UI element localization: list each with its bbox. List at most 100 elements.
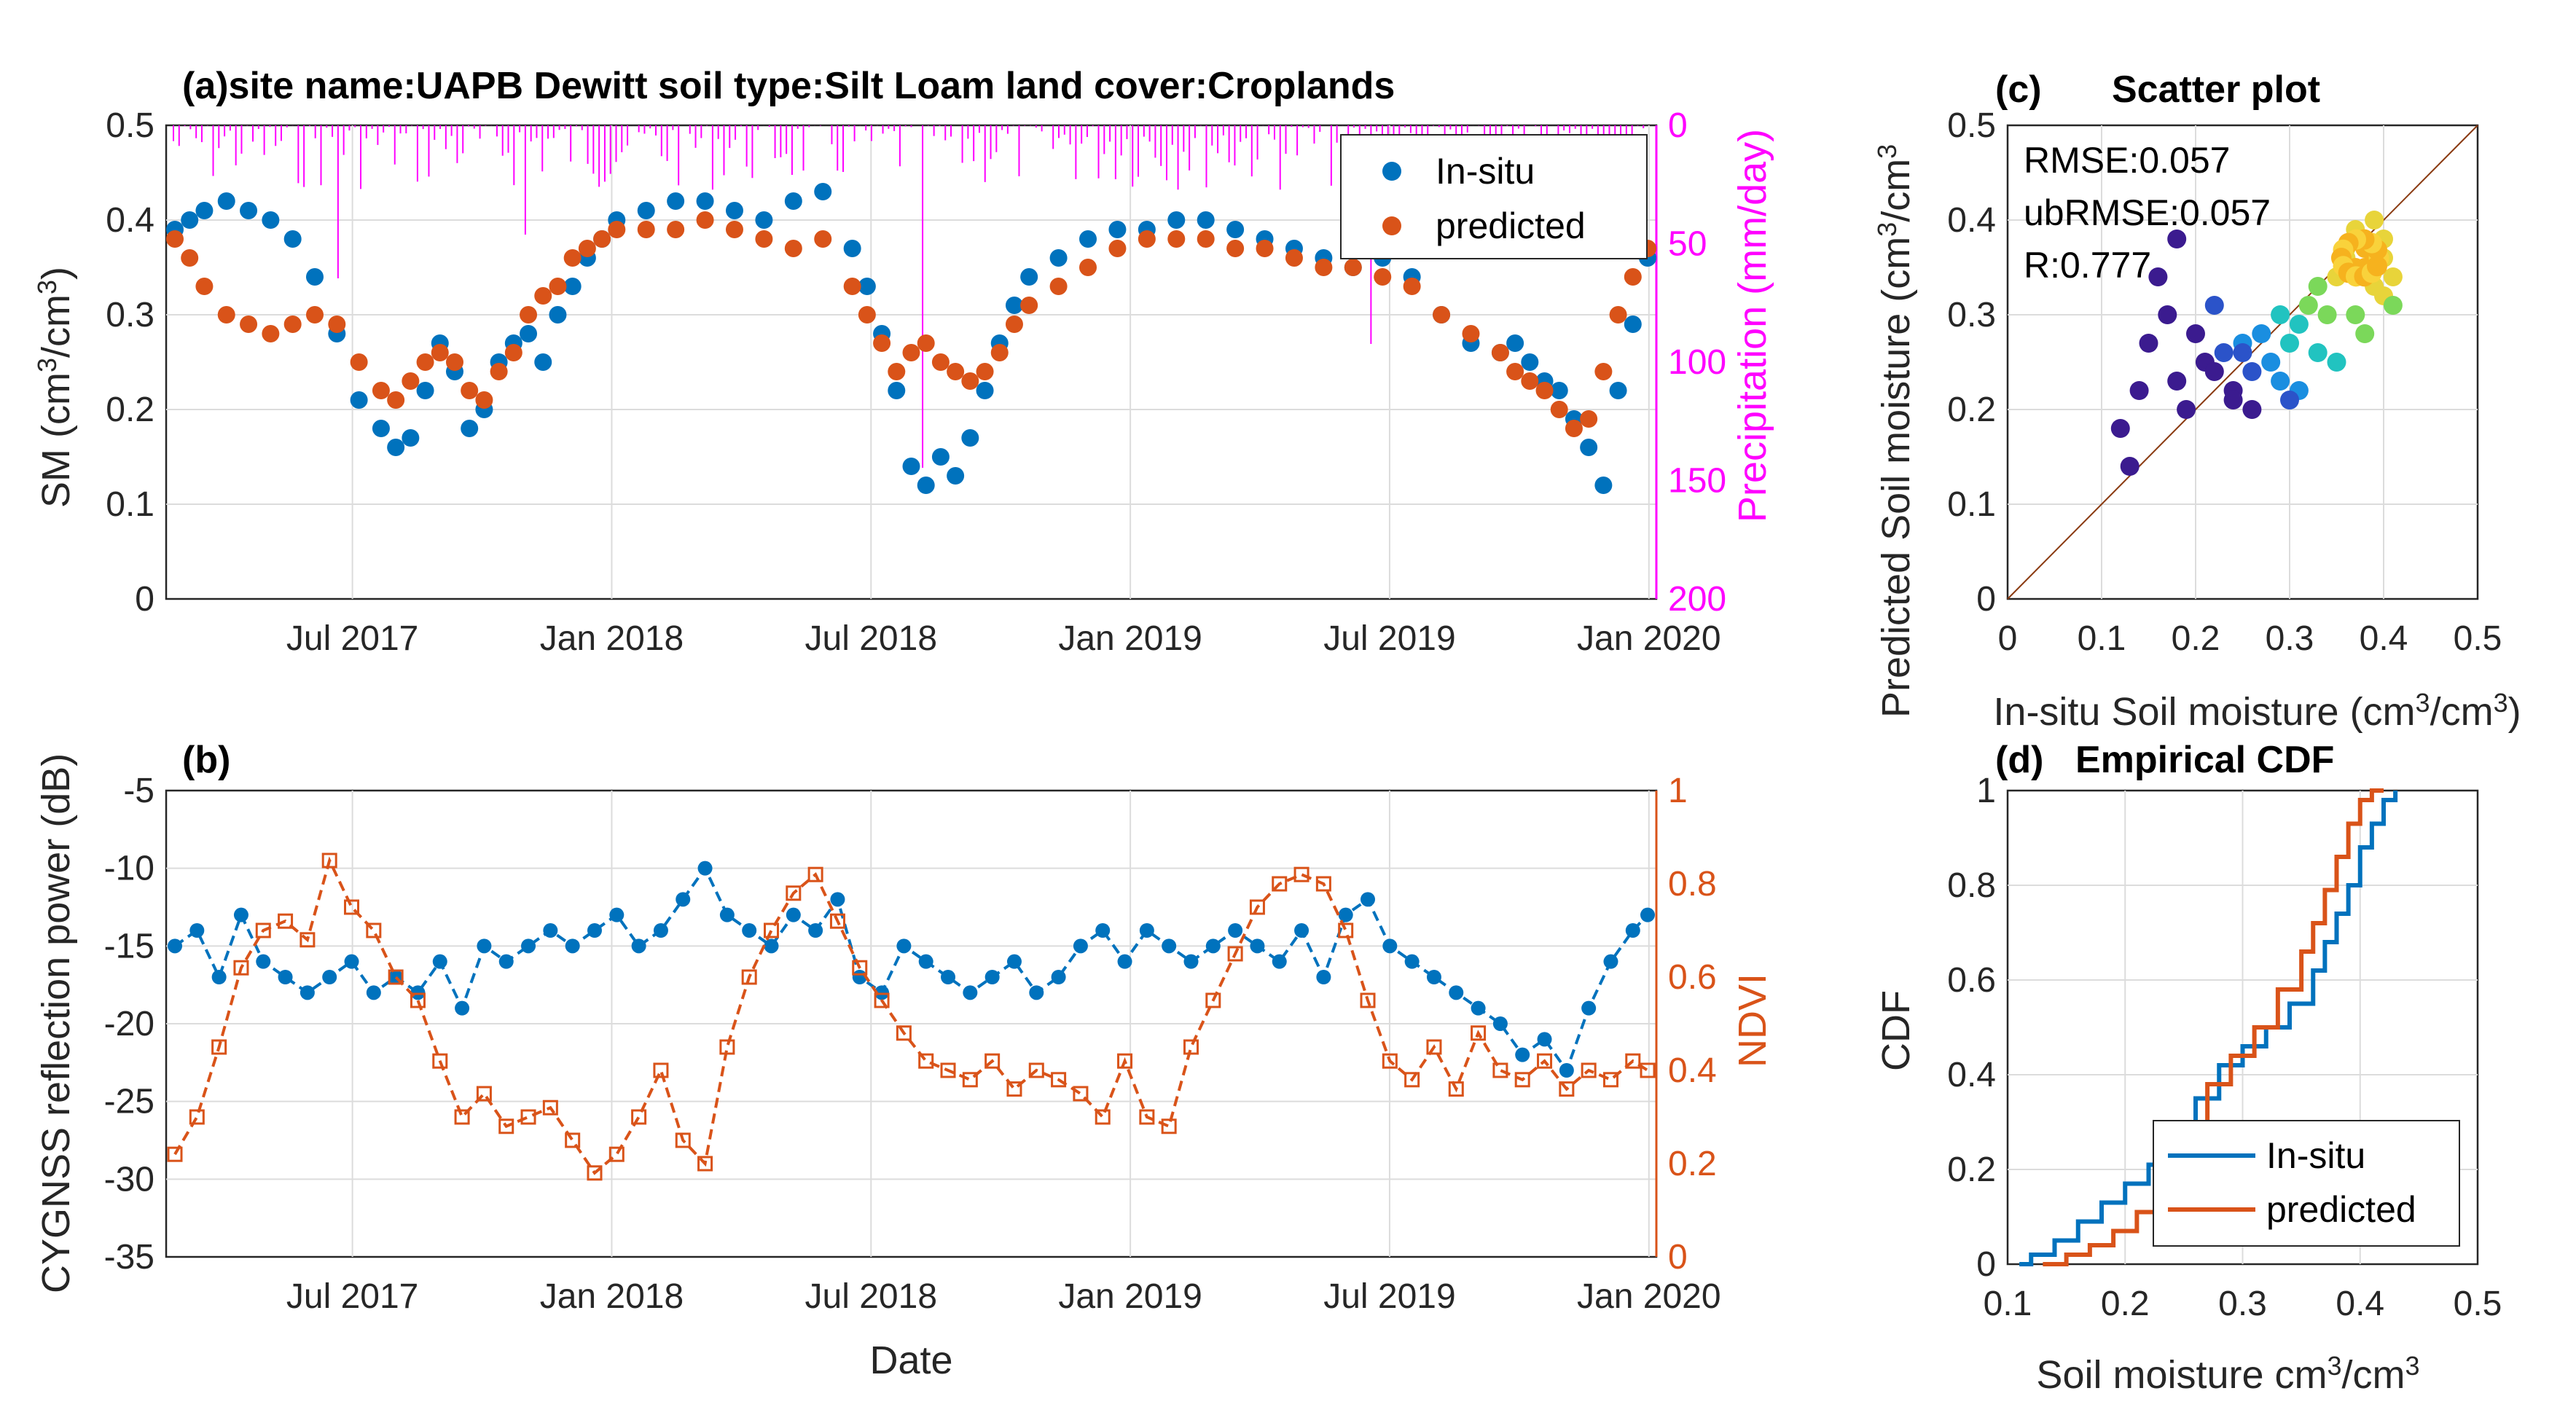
legend-insitu-label: In-situ <box>1436 151 1535 192</box>
ndvi-point <box>1640 1062 1656 1078</box>
cygnss-point <box>941 970 956 984</box>
scatter-point <box>2129 381 2149 400</box>
cygnss-point <box>498 954 514 969</box>
ndvi-point <box>1006 1081 1022 1097</box>
predicted-point <box>563 249 582 267</box>
cygnss-point <box>189 923 205 938</box>
predicted-point <box>1005 315 1023 333</box>
panel-a-y2tick: 0 <box>1668 106 1688 145</box>
panel-b-xtick: Jul 2017 <box>286 1277 418 1316</box>
panel-d-xtick: 0.3 <box>2218 1285 2267 1323</box>
insitu-point <box>240 202 258 219</box>
ndvi-point <box>962 1072 978 1088</box>
cygnss-point <box>1183 954 1199 969</box>
ndvi-point <box>1514 1072 1530 1088</box>
cygnss-point <box>344 954 359 969</box>
ndvi-point <box>366 922 382 938</box>
predicted-point <box>784 240 802 257</box>
panel-b-xtick: Jul 2018 <box>805 1277 937 1316</box>
insitu-point <box>784 192 802 210</box>
ndvi-point <box>786 885 802 901</box>
cygnss-point <box>278 970 293 984</box>
cygnss-point <box>455 1000 470 1016</box>
cygnss-point <box>918 954 933 969</box>
cygnss-point <box>1537 1032 1552 1047</box>
predicted-point <box>402 372 420 390</box>
predicted-point <box>917 334 935 352</box>
cygnss-point <box>211 970 227 984</box>
panel-c-xtick: 0.3 <box>2266 619 2314 658</box>
scatter-point <box>2223 391 2243 409</box>
insitu-point <box>725 202 743 219</box>
ndvi-point <box>1537 1053 1553 1069</box>
cygnss-point <box>830 892 845 907</box>
panel-a-legend <box>1340 134 1648 259</box>
panel-b-y2tick: 0 <box>1668 1238 1688 1277</box>
predicted-point <box>350 353 368 371</box>
panel-a-xtick: Jul 2018 <box>805 619 937 658</box>
predicted-point <box>976 363 994 380</box>
predicted-point <box>637 221 655 238</box>
ndvi-point <box>631 1109 647 1125</box>
scatter-point <box>2204 296 2224 315</box>
insitu-point <box>387 439 405 456</box>
panel-b-ytick: -20 <box>104 1005 154 1043</box>
panel-b-xtick: Jul 2019 <box>1323 1277 1455 1316</box>
predicted-point <box>416 353 434 371</box>
cygnss-point <box>609 907 625 922</box>
panel-a-ylabel: SM (cm3/cm3) <box>32 267 78 508</box>
insitu-point <box>1108 221 1127 238</box>
insitu-point <box>1079 230 1097 248</box>
panel-a-xtick: Jan 2018 <box>540 619 684 658</box>
ndvi-point <box>454 1109 470 1125</box>
insitu-point <box>696 192 714 210</box>
predicted-point <box>593 230 611 248</box>
insitu-point <box>888 382 906 399</box>
scatter-point <box>2110 419 2130 438</box>
predicted-point <box>1491 344 1509 361</box>
scatter-point <box>2355 324 2375 343</box>
legend-predicted-label: predicted <box>1436 205 1586 246</box>
ndvi-point <box>1139 1109 1155 1125</box>
scatter-point <box>2271 372 2290 391</box>
ndvi-point <box>167 1146 183 1162</box>
legend-predicted-marker <box>1382 216 1401 235</box>
predicted-point <box>461 382 479 399</box>
ndvi-point <box>608 1146 625 1162</box>
ndvi-point <box>1426 1039 1442 1055</box>
insitu-point <box>305 268 324 286</box>
panel-b-ytick: -15 <box>104 927 154 965</box>
cygnss-point <box>477 938 492 954</box>
predicted-point <box>814 230 832 248</box>
cygnss-point <box>1294 923 1309 938</box>
predicted-point <box>1226 240 1245 257</box>
ndvi-point <box>233 960 249 976</box>
insitu-point <box>667 192 685 210</box>
insitu-point <box>1521 353 1539 371</box>
insitu-point <box>520 325 538 342</box>
predicted-point <box>387 391 405 409</box>
insitu-point <box>1049 249 1068 267</box>
predicted-point <box>947 363 965 380</box>
panel-d-legend <box>2153 1120 2460 1247</box>
predicted-point <box>858 306 876 324</box>
ndvi-point <box>476 1086 492 1102</box>
ndvi-point <box>278 913 294 929</box>
ndvi-point <box>498 1118 514 1134</box>
predicted-point <box>1256 240 1274 257</box>
insitu-point <box>1609 382 1627 399</box>
cygnss-point <box>521 938 536 954</box>
ndvi-point <box>1338 922 1354 938</box>
cygnss-point <box>168 938 182 954</box>
panel-d-ytick: 1 <box>1976 772 1996 810</box>
predicted-point <box>1020 297 1038 314</box>
panel-c-xlabel: In-situ Soil moisture (cm3/cm3) <box>1993 688 2521 734</box>
ndvi-point <box>1404 1072 1420 1088</box>
insitu-point <box>1020 268 1038 286</box>
predicted-point <box>961 372 979 390</box>
insitu-point <box>931 448 950 466</box>
cygnss-point <box>322 970 337 984</box>
ndvi-point <box>653 1062 669 1078</box>
insitu-point <box>902 458 920 475</box>
panel-c-annotation: R:0.777 <box>2024 245 2151 286</box>
